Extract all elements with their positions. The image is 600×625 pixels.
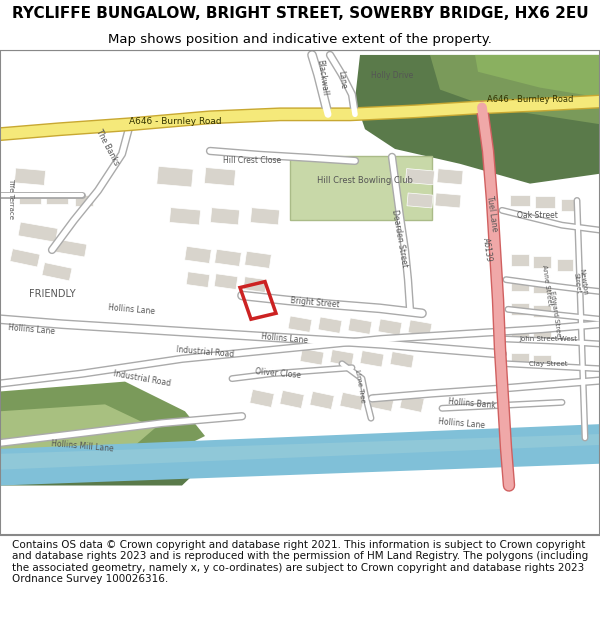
Text: Dearden Street: Dearden Street [391,209,410,268]
Polygon shape [561,199,579,211]
Polygon shape [355,55,600,184]
Polygon shape [250,208,280,225]
Polygon shape [215,249,241,266]
Text: Map shows position and indicative extent of the property.: Map shows position and indicative extent… [108,32,492,46]
Text: Edward Street: Edward Street [548,291,562,340]
Polygon shape [157,166,193,187]
Polygon shape [46,192,68,204]
Polygon shape [211,208,239,225]
Polygon shape [318,317,342,333]
Polygon shape [19,192,41,204]
Text: Anne Street: Anne Street [541,264,553,306]
Polygon shape [185,246,211,264]
Polygon shape [360,351,384,367]
Polygon shape [214,274,238,289]
Text: Holly Drive: Holly Drive [371,71,413,80]
Polygon shape [348,318,372,334]
Text: Hollins Lane: Hollins Lane [261,332,309,346]
Polygon shape [169,208,200,225]
Text: Lime Tree: Lime Tree [354,369,366,404]
Polygon shape [0,444,205,486]
Text: Hill Crest Bowling Club: Hill Crest Bowling Club [317,176,413,185]
Polygon shape [310,391,334,409]
Polygon shape [186,272,210,288]
Polygon shape [340,392,364,411]
Text: Clay Street: Clay Street [529,361,567,367]
Text: Hollins Bank: Hollins Bank [448,397,496,410]
Text: John Street West: John Street West [519,336,577,342]
Text: Bright Street: Bright Street [290,296,340,309]
Polygon shape [14,168,46,186]
Text: A6139: A6139 [481,237,493,262]
Text: FRIENDLY: FRIENDLY [29,289,76,299]
Polygon shape [378,319,402,336]
Polygon shape [75,194,93,206]
Polygon shape [390,352,414,368]
Polygon shape [511,353,529,365]
Text: Hill Crest Close: Hill Crest Close [223,156,281,166]
Polygon shape [400,394,424,412]
Polygon shape [406,169,434,185]
Text: Newton
Street: Newton Street [572,269,588,297]
Polygon shape [288,316,312,332]
Text: Industrial Road: Industrial Road [176,345,235,359]
Polygon shape [435,193,461,208]
Polygon shape [533,330,551,342]
Polygon shape [205,168,236,186]
Polygon shape [511,279,529,291]
Polygon shape [250,389,274,408]
Polygon shape [10,249,40,267]
Polygon shape [511,303,529,315]
Polygon shape [290,156,432,220]
Polygon shape [18,222,58,243]
Polygon shape [243,277,267,292]
Polygon shape [370,393,394,411]
Polygon shape [245,251,271,268]
Polygon shape [0,404,155,454]
Text: Oak Street: Oak Street [517,211,557,220]
Polygon shape [280,391,304,409]
Text: A646 - Burnley Road: A646 - Burnley Road [487,95,573,104]
Text: Tffe Terrace: Tffe Terrace [8,178,14,219]
Text: Blackwall: Blackwall [315,59,329,96]
Polygon shape [407,193,433,208]
Polygon shape [53,239,87,257]
Polygon shape [300,349,324,365]
Polygon shape [533,256,551,268]
Text: RYCLIFFE BUNGALOW, BRIGHT STREET, SOWERBY BRIDGE, HX6 2EU: RYCLIFFE BUNGALOW, BRIGHT STREET, SOWERB… [11,6,589,21]
Polygon shape [533,355,551,367]
Polygon shape [330,349,354,366]
Polygon shape [42,262,72,281]
Polygon shape [511,328,529,340]
Text: Tuel Lane: Tuel Lane [485,195,499,232]
Polygon shape [0,434,600,469]
Text: Hollins Lane: Hollins Lane [108,302,156,316]
Polygon shape [0,424,600,486]
Text: Hollins Mill Lane: Hollins Mill Lane [50,439,113,453]
Text: Oliver Close: Oliver Close [255,367,301,380]
Text: Hollins Lane: Hollins Lane [8,322,56,336]
Polygon shape [557,259,573,271]
Polygon shape [430,55,600,124]
Text: The Banks: The Banks [95,127,121,167]
Polygon shape [0,382,205,464]
Text: Hollins Lane: Hollins Lane [438,417,486,429]
Polygon shape [535,196,555,208]
Polygon shape [533,281,551,292]
Polygon shape [533,306,551,318]
Polygon shape [511,254,529,266]
Text: Industrial Road: Industrial Road [113,369,172,388]
Polygon shape [437,169,463,184]
Polygon shape [408,320,432,336]
Text: A646 - Burnley Road: A646 - Burnley Road [128,117,221,126]
Text: Contains OS data © Crown copyright and database right 2021. This information is : Contains OS data © Crown copyright and d… [12,539,588,584]
Polygon shape [510,194,530,206]
Polygon shape [475,55,600,98]
Text: Lane: Lane [336,70,348,89]
